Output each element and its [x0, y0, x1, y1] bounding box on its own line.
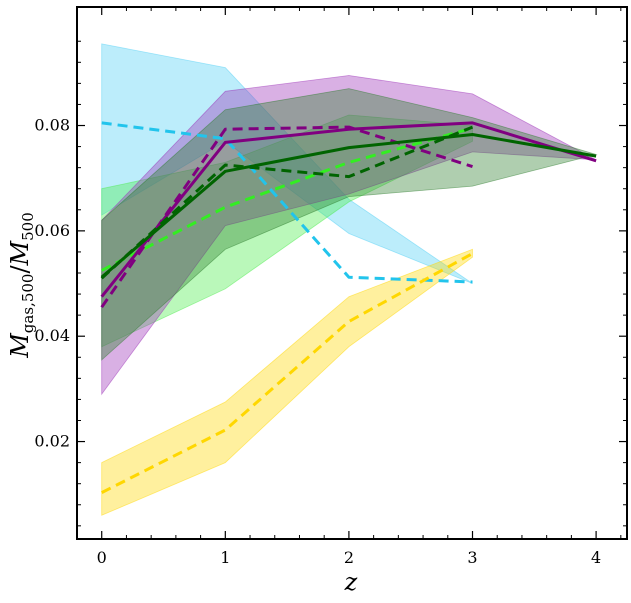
- y-tick-label: 0.04: [34, 326, 70, 345]
- y-tick-labels: 0.02 0.04 0.06 0.08: [34, 116, 70, 451]
- purple-band: [101, 75, 597, 396]
- y-tick-label: 0.08: [34, 116, 70, 135]
- yellow-band: [101, 248, 473, 516]
- x-axis-label: z: [344, 568, 358, 596]
- y-label-sub1: gas,500: [19, 274, 37, 334]
- darkgreen-solid-line: [100, 133, 597, 279]
- y-label-sub2: 500: [19, 212, 37, 241]
- y-label-m1: M: [6, 332, 34, 359]
- y-label-m2: M: [6, 239, 34, 266]
- y-axis-label: Mgas,500/M500: [6, 212, 37, 359]
- yellow-dashed-line: [101, 252, 474, 494]
- x-tick-label: 0: [97, 548, 107, 567]
- purple-dashed-line: [100, 125, 473, 309]
- x-tick-label: 2: [344, 548, 354, 567]
- darkgreen-band: [101, 88, 598, 361]
- cyan-band: [101, 43, 473, 284]
- cyan-dashed-line: [101, 121, 473, 284]
- y-tick-label: 0.06: [34, 221, 70, 240]
- purple-solid-line: [100, 121, 597, 298]
- x-tick-label: 3: [467, 548, 477, 567]
- confidence-bands: [101, 43, 598, 516]
- x-tick-labels: 0 1 2 3 4: [97, 548, 602, 567]
- data-series-lines: [100, 121, 597, 494]
- x-tick-label: 1: [220, 548, 230, 567]
- svg-text:Mgas,500/M500: Mgas,500/M500: [6, 212, 37, 359]
- plot-frame: [76, 6, 628, 540]
- x-tick-label: 4: [591, 548, 601, 567]
- lime-dashed-line: [101, 126, 473, 272]
- y-label-slash: /: [6, 265, 34, 274]
- y-tick-label: 0.02: [34, 432, 70, 451]
- darkgreen-dashed-line: [100, 125, 474, 280]
